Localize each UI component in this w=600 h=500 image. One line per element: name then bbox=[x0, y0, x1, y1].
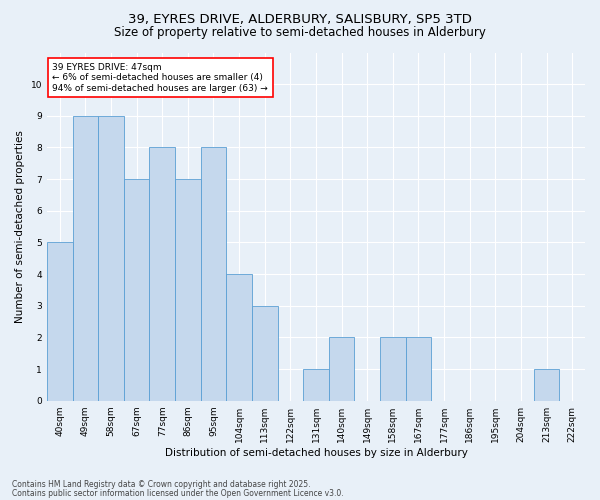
Text: Size of property relative to semi-detached houses in Alderbury: Size of property relative to semi-detach… bbox=[114, 26, 486, 39]
Text: Contains HM Land Registry data © Crown copyright and database right 2025.: Contains HM Land Registry data © Crown c… bbox=[12, 480, 311, 489]
Bar bbox=[175, 179, 200, 400]
Bar bbox=[226, 274, 252, 400]
Bar bbox=[47, 242, 73, 400]
Bar bbox=[124, 179, 149, 400]
Bar bbox=[252, 306, 278, 400]
Bar bbox=[329, 338, 355, 400]
Bar bbox=[149, 148, 175, 400]
Bar bbox=[98, 116, 124, 401]
Bar bbox=[534, 369, 559, 400]
X-axis label: Distribution of semi-detached houses by size in Alderbury: Distribution of semi-detached houses by … bbox=[164, 448, 467, 458]
Text: 39, EYRES DRIVE, ALDERBURY, SALISBURY, SP5 3TD: 39, EYRES DRIVE, ALDERBURY, SALISBURY, S… bbox=[128, 12, 472, 26]
Y-axis label: Number of semi-detached properties: Number of semi-detached properties bbox=[15, 130, 25, 323]
Bar bbox=[73, 116, 98, 401]
Bar bbox=[303, 369, 329, 400]
Bar bbox=[200, 148, 226, 400]
Text: 39 EYRES DRIVE: 47sqm
← 6% of semi-detached houses are smaller (4)
94% of semi-d: 39 EYRES DRIVE: 47sqm ← 6% of semi-detac… bbox=[52, 63, 268, 92]
Bar bbox=[380, 338, 406, 400]
Bar bbox=[406, 338, 431, 400]
Text: Contains public sector information licensed under the Open Government Licence v3: Contains public sector information licen… bbox=[12, 488, 344, 498]
